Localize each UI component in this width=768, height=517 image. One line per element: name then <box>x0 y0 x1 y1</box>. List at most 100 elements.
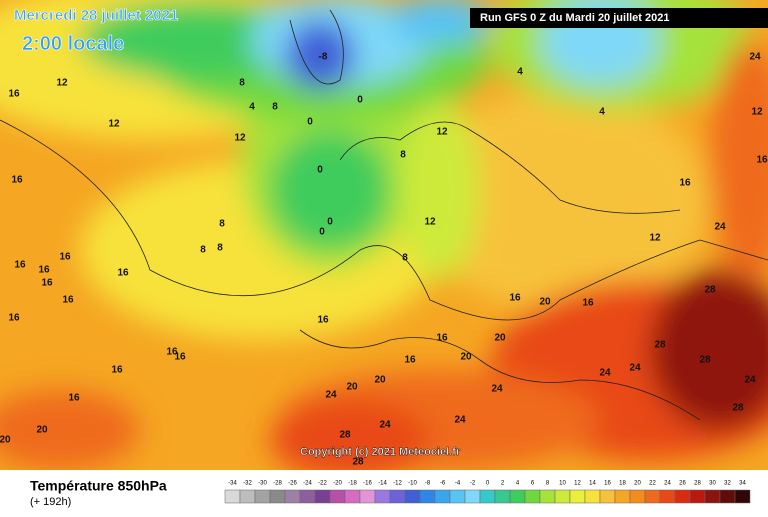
legend-label: 30 <box>709 481 716 487</box>
contour-label: -8 <box>319 52 328 63</box>
legend-swatch <box>539 489 556 504</box>
contour-label: 0 <box>357 95 363 106</box>
legend-label: -6 <box>440 481 446 487</box>
legend-swatch <box>374 489 391 504</box>
legend-swatch <box>299 489 316 504</box>
legend-label: 2 <box>501 481 505 487</box>
contour-label: 24 <box>379 420 391 431</box>
legend-label: -10 <box>408 481 417 487</box>
legend-swatch <box>704 489 721 504</box>
legend-label: 6 <box>531 481 535 487</box>
legend-swatch <box>434 489 451 504</box>
contour-label: 20 <box>374 375 386 386</box>
legend-label: -12 <box>393 481 402 487</box>
contour-label: 16 <box>756 155 768 166</box>
legend-label: 32 <box>724 481 731 487</box>
contour-label: 16 <box>117 268 129 279</box>
contour-label: 16 <box>38 265 50 276</box>
contour-label: 8 <box>402 253 408 264</box>
legend-label: -26 <box>288 481 297 487</box>
contour-label: 20 <box>460 352 472 363</box>
contour-label: 12 <box>234 133 246 144</box>
contour-label: 0 <box>317 165 323 176</box>
legend-swatch <box>254 489 271 504</box>
contour-label: 16 <box>166 347 178 358</box>
legend-label: 4 <box>516 481 520 487</box>
legend-swatch <box>359 489 376 504</box>
contour-label: 16 <box>59 252 71 263</box>
legend-label: -32 <box>243 481 252 487</box>
contour-label: 16 <box>174 352 186 363</box>
contour-label: 24 <box>454 415 466 426</box>
legend-label: -16 <box>363 481 372 487</box>
legend-swatch <box>614 489 631 504</box>
legend-label: 34 <box>739 481 746 487</box>
legend-swatch <box>404 489 421 504</box>
legend-swatch <box>659 489 676 504</box>
contour-label: 8 <box>400 150 406 161</box>
contour-label: 24 <box>599 368 611 379</box>
contour-label: 12 <box>751 107 763 118</box>
legend-swatch <box>569 489 586 504</box>
legend-swatch <box>449 489 466 504</box>
contour-label: 4 <box>517 67 523 78</box>
contour-label: 16 <box>68 393 80 404</box>
contour-label: 8 <box>239 78 245 89</box>
legend-swatch <box>734 489 751 504</box>
legend-swatch <box>314 489 331 504</box>
contour-label: 12 <box>649 233 661 244</box>
legend-label: 0 <box>486 481 490 487</box>
legend-label: -34 <box>228 481 237 487</box>
legend-swatch <box>629 489 646 504</box>
legend-swatch <box>479 489 496 504</box>
contour-label: 16 <box>41 278 53 289</box>
legend-swatch <box>719 489 736 504</box>
legend-label: 24 <box>664 481 671 487</box>
contour-label: 24 <box>491 384 503 395</box>
contour-label: 16 <box>679 178 691 189</box>
legend-label: 16 <box>604 481 611 487</box>
legend-label: 22 <box>649 481 656 487</box>
contour-label: 20 <box>0 435 11 446</box>
legend-swatch <box>389 489 406 504</box>
contour-label: 28 <box>704 285 716 296</box>
contour-label: 16 <box>62 295 74 306</box>
contour-label: 16 <box>317 315 329 326</box>
footer-lead: (+ 192h) <box>30 496 71 508</box>
contour-label: 0 <box>327 217 333 228</box>
legend-swatch <box>464 489 481 504</box>
legend-label: 8 <box>546 481 550 487</box>
map-time: 2:00 locale <box>22 33 124 55</box>
legend-label: 28 <box>694 481 701 487</box>
legend-label: -2 <box>470 481 476 487</box>
legend-label: 10 <box>559 481 566 487</box>
legend-label: -4 <box>455 481 461 487</box>
legend-label: -24 <box>303 481 312 487</box>
contour-label: 24 <box>749 52 761 63</box>
contour-label: 28 <box>732 403 744 414</box>
contour-label: 4 <box>599 107 605 118</box>
legend-label: -18 <box>348 481 357 487</box>
legend-label: -30 <box>258 481 267 487</box>
contour-label: 8 <box>200 245 206 256</box>
legend-label: -20 <box>333 481 342 487</box>
contour-label: 24 <box>744 375 756 386</box>
contour-label: 16 <box>11 175 23 186</box>
legend-swatch <box>509 489 526 504</box>
legend-swatch <box>494 489 511 504</box>
legend-swatch <box>419 489 436 504</box>
contour-label: 16 <box>8 313 20 324</box>
legend-swatch <box>584 489 601 504</box>
run-box <box>470 8 768 28</box>
legend-swatch <box>284 489 301 504</box>
contour-label: 12 <box>108 119 120 130</box>
legend-label: -8 <box>425 481 431 487</box>
contour-label: 16 <box>509 293 521 304</box>
map-date: Mercredi 28 juillet 2021 <box>14 7 178 24</box>
contour-label: 28 <box>699 355 711 366</box>
contour-label: 8 <box>219 219 225 230</box>
contour-label: 12 <box>436 127 448 138</box>
contour-label: 24 <box>714 222 726 233</box>
